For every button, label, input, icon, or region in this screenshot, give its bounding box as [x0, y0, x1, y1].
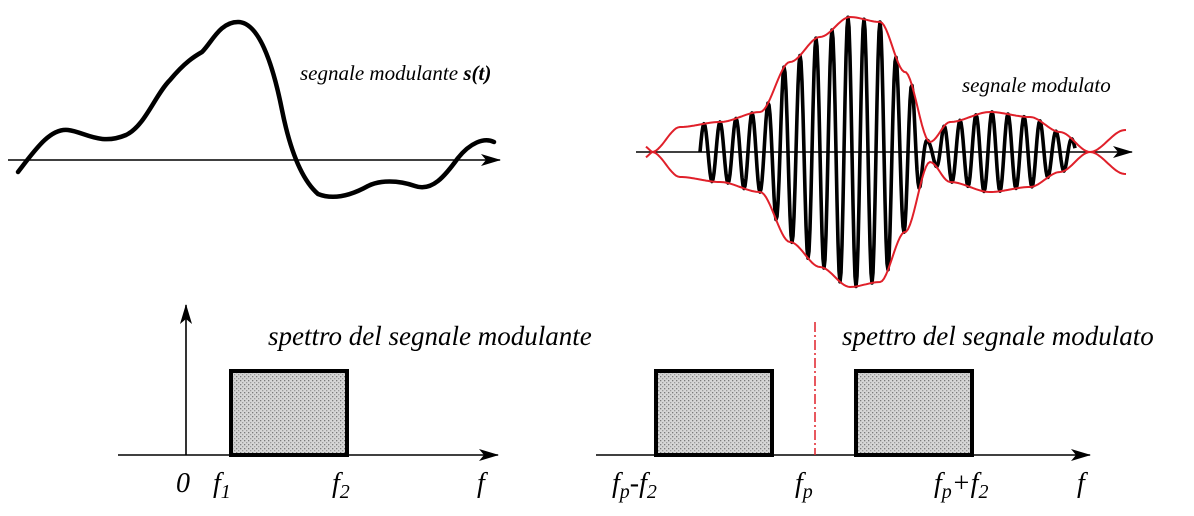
upper-sub: p [940, 481, 952, 503]
modulating-spectrum-panel: spettro del segnale modulante 0 f1 f2 f [118, 304, 592, 503]
frequency-axis-label-right: f [1077, 468, 1088, 499]
signal-symbol: s(t) [462, 61, 491, 85]
f2-sub: 2 [340, 481, 350, 503]
upper-band-label: fp+f2 [934, 468, 988, 503]
lower-sub2: 2 [647, 481, 657, 503]
modulated-signal-label: segnale modulato [962, 73, 1111, 97]
modulated-spectrum-panel: spettro del segnale modulato fp-f2 fp fp… [596, 321, 1154, 503]
center-sub: p [801, 481, 813, 503]
lower-main: f [612, 468, 623, 499]
spectrum-modulating-title: spettro del segnale modulante [268, 321, 592, 351]
f1-label: f1 [213, 468, 231, 503]
modulating-signal-label: segnale modulante s(t) [300, 61, 491, 85]
f2-main: f [332, 468, 343, 499]
upper-op: +f [952, 468, 982, 499]
carrier-frequency-label: fp [795, 468, 813, 503]
upper-main: f [934, 468, 945, 499]
modulating-signal-panel: segnale modulante s(t) [8, 19, 501, 199]
upper-sideband [854, 369, 974, 457]
f1-sub: 1 [221, 481, 231, 503]
spectrum-modulated-title: spettro del segnale modulato [842, 321, 1154, 351]
f1-main: f [213, 468, 224, 499]
envelope-upper [645, 15, 1127, 175]
modulated-carrier-wave [698, 15, 1077, 289]
modulating-signal-label-text: segnale modulante [300, 61, 463, 85]
modulating-signal-curve [15, 19, 497, 199]
center-main: f [795, 468, 806, 499]
lower-sub: p [618, 481, 630, 503]
frequency-axis-label-left: f [477, 468, 488, 499]
origin-label: 0 [176, 468, 190, 499]
lower-sideband [654, 369, 774, 457]
upper-sub2: 2 [978, 481, 988, 503]
lower-op: -f [630, 468, 650, 499]
f2-label: f2 [332, 468, 350, 503]
envelope-lower [645, 129, 1127, 289]
baseband-spectrum-band [229, 369, 349, 457]
modulated-signal-panel: segnale modulato [636, 15, 1133, 289]
lower-band-label: fp-f2 [612, 468, 657, 503]
